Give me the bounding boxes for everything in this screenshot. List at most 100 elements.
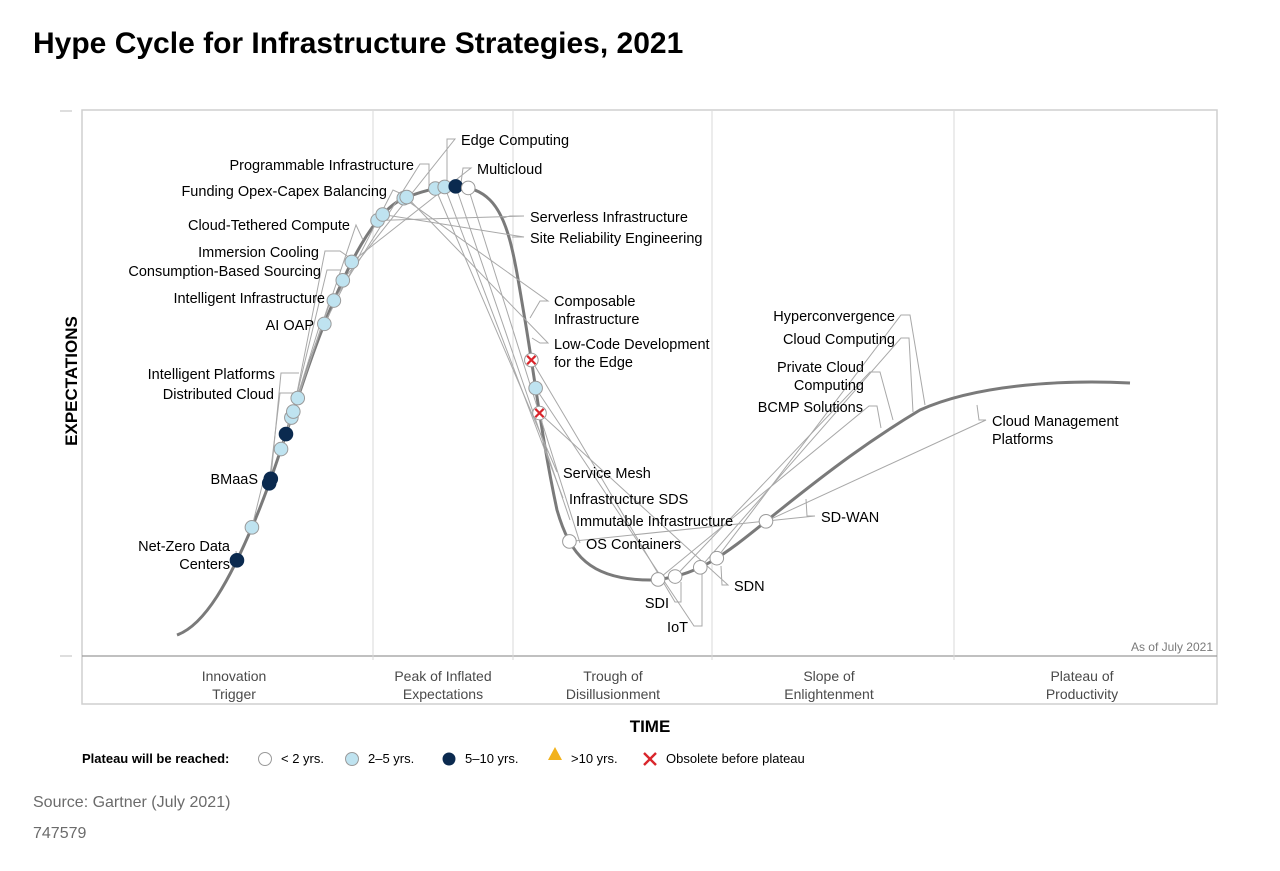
leader-intelligent-platforms [270, 372, 299, 479]
label-net-zero-data-centers: Net-Zero Data Centers [138, 539, 231, 573]
document-id: 747579 [33, 825, 87, 842]
label-low-code-development-for-the-edge: Low-Code Development for the Edge [554, 337, 710, 371]
label-sd-wan: SD-WAN [821, 510, 879, 526]
marker-sdn [532, 405, 547, 421]
label-immersion-cooling: Immersion Cooling [198, 245, 319, 261]
marker-edge-computing [335, 273, 351, 288]
leader-edge-computing [342, 138, 457, 281]
label-intelligent-platforms: Intelligent Platforms [148, 367, 275, 383]
label-consumption-based-sourcing: Consumption-Based Sourcing [128, 264, 321, 280]
y-axis-title: EXPECTATIONS [62, 316, 81, 446]
leader-infrastructure-sds [444, 186, 564, 499]
legend-marker-2to5 [345, 752, 359, 766]
marker-intelligent-infrastructure [278, 426, 294, 442]
leader-immutable-infrastructure [455, 186, 571, 521]
leader-iot [535, 387, 703, 627]
phase-label-peak: Peak of Inflated Expectations [394, 668, 491, 702]
marker-immersion-cooling [286, 404, 301, 419]
marker-cloud-tethered-compute [290, 390, 306, 406]
legend-label-gt10: >10 yrs. [571, 751, 618, 766]
label-sdn: SDN [734, 579, 765, 595]
marker-low-code-development-for-the-edge [399, 189, 414, 205]
hype-curve [176, 184, 1131, 637]
leader-multicloud [351, 167, 473, 263]
marker-immutable-infrastructure [448, 179, 464, 194]
label-immutable-infrastructure: Immutable Infrastructure [576, 514, 733, 530]
label-funding-opex-capex-balancing: Funding Opex-Capex Balancing [181, 184, 387, 200]
marker-private-cloud-computing [667, 569, 683, 584]
label-os-containers: OS Containers [586, 537, 681, 553]
leader-cloud-computing [699, 337, 914, 568]
label-cloud-management-platforms: Cloud Management Platforms [992, 414, 1119, 448]
phase-label-innovation-trigger: Innovation Trigger [202, 668, 267, 702]
label-composable-infrastructure: Composable Infrastructure [554, 294, 639, 328]
phase-label-trough: Trough of Disillusionment [566, 668, 660, 702]
leader-bmaas [251, 477, 265, 528]
marker-net-zero-data-centers [229, 553, 245, 568]
label-distributed-cloud: Distributed Cloud [163, 387, 274, 403]
leader-hyperconvergence [716, 314, 926, 559]
label-bcmp-solutions: BCMP Solutions [758, 400, 863, 416]
leader-low-code-development-for-the-edge [406, 196, 550, 344]
leader-site-reliability-engineering [382, 214, 525, 238]
leader-programmable-infrastructure [333, 163, 430, 301]
legend-clip-band [75, 766, 855, 780]
leader-lines [235, 138, 987, 627]
marker-cloud-computing [692, 560, 708, 575]
leader-sd-wan [569, 498, 816, 542]
leader-cloud-management-platforms [765, 404, 987, 522]
technology-markers [229, 179, 774, 587]
legend-label-5to10: 5–10 yrs. [465, 751, 518, 766]
leader-service-mesh [434, 188, 558, 473]
phase-label-slope: Slope of Enlightenment [784, 668, 874, 702]
label-intelligent-infrastructure: Intelligent Infrastructure [173, 291, 325, 307]
label-private-cloud-computing: Private Cloud Computing [777, 360, 864, 394]
leader-consumption-based-sourcing [290, 269, 341, 418]
legend: Plateau will be reached: < 2 yrs. 2–5 yr… [82, 747, 805, 766]
label-edge-computing: Edge Computing [461, 133, 569, 149]
label-multicloud: Multicloud [477, 162, 542, 178]
page-title: Hype Cycle for Infrastructure Strategies… [33, 27, 684, 60]
legend-label-obsolete: Obsolete before plateau [666, 751, 805, 766]
legend-marker-lt2 [258, 752, 272, 766]
label-bmaas: BMaaS [210, 472, 258, 488]
leader-sdn [539, 412, 730, 586]
legend-title: Plateau will be reached: [82, 751, 229, 766]
legend-marker-5to10 [442, 752, 456, 766]
as-of-label: As of July 2021 [1131, 640, 1213, 654]
leader-cloud-tethered-compute [297, 223, 364, 399]
legend-marker-gt10 [548, 747, 562, 760]
marker-sd-wan [562, 534, 577, 549]
x-axis-title: TIME [630, 717, 671, 736]
label-service-mesh: Service Mesh [563, 466, 651, 482]
marker-ai-oap [273, 441, 289, 457]
marker-bmaas [244, 520, 260, 535]
marker-iot [528, 380, 543, 396]
marker-site-reliability-engineering [375, 207, 390, 222]
leader-serverless-infrastructure [377, 215, 525, 221]
label-sdi: SDI [645, 596, 669, 612]
marker-os-containers [460, 180, 476, 196]
legend-label-2to5: 2–5 yrs. [368, 751, 414, 766]
leader-composable-infrastructure [403, 197, 550, 319]
label-programmable-infrastructure: Programmable Infrastructure [229, 158, 414, 174]
label-hyperconvergence: Hyperconvergence [773, 309, 895, 325]
marker-funding-opex-capex-balancing [317, 316, 332, 332]
leader-immersion-cooling [292, 250, 351, 412]
label-serverless-infrastructure: Serverless Infrastructure [530, 210, 688, 226]
label-site-reliability-engineering: Site Reliability Engineering [530, 231, 703, 247]
label-ai-oap: AI OAP [266, 318, 314, 334]
label-iot: IoT [667, 620, 688, 636]
marker-intelligent-platforms [263, 471, 279, 487]
leader-private-cloud-computing [674, 371, 894, 577]
phase-label-plateau: Plateau of Productivity [1046, 668, 1118, 702]
legend-marker-obsolete [643, 752, 657, 766]
label-infrastructure-sds: Infrastructure SDS [569, 492, 688, 508]
legend-label-lt2: < 2 yrs. [281, 751, 324, 766]
leader-os-containers [467, 187, 581, 544]
marker-bcmp-solutions [650, 572, 666, 587]
marker-sdi [524, 352, 539, 368]
marker-programmable-infrastructure [326, 293, 342, 308]
plot-frame [81, 109, 1218, 705]
